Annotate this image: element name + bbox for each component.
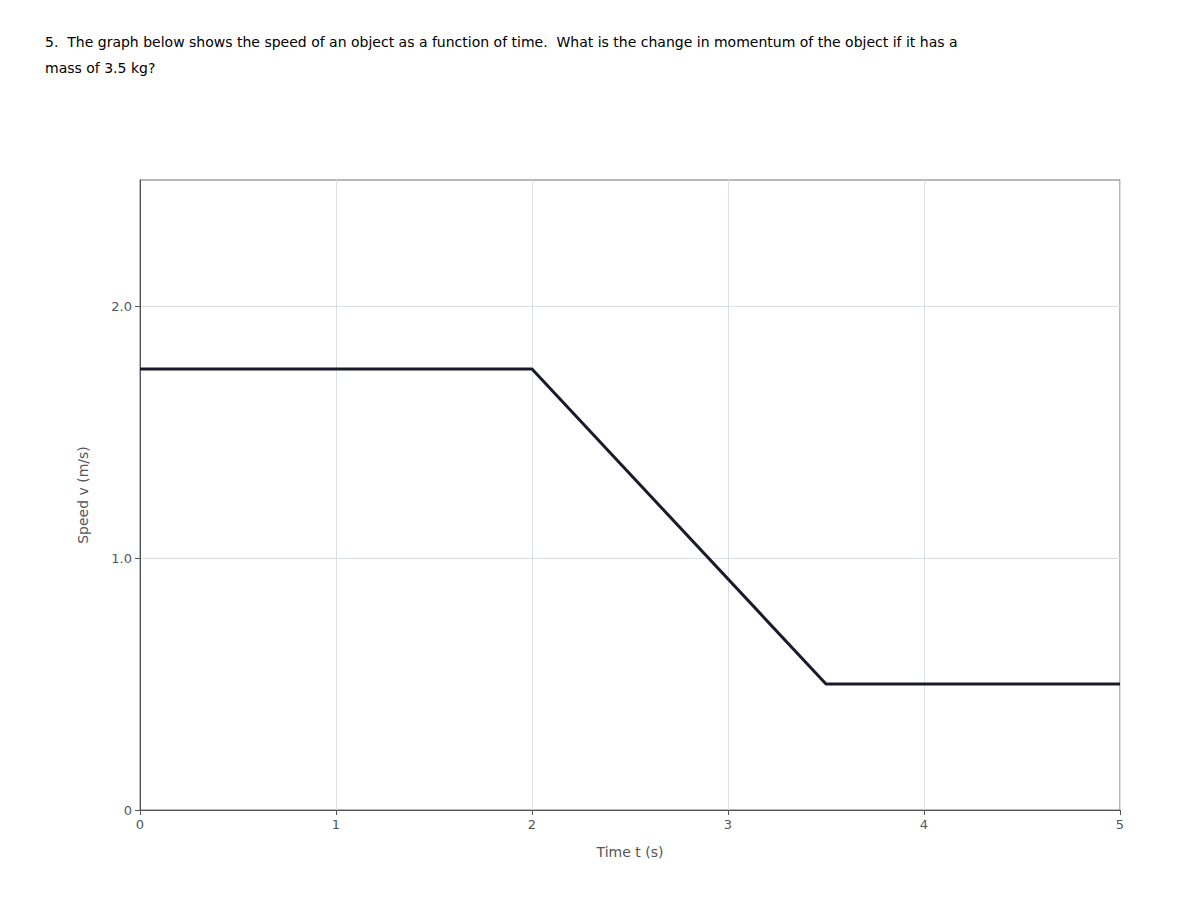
svg-text:3: 3 — [724, 817, 732, 832]
svg-text:0: 0 — [136, 817, 144, 832]
svg-text:4: 4 — [920, 817, 928, 832]
svg-text:1.0: 1.0 — [111, 551, 132, 566]
svg-text:Time t (s): Time t (s) — [596, 844, 664, 860]
svg-text:1: 1 — [332, 817, 340, 832]
svg-text:2.0: 2.0 — [111, 299, 132, 314]
svg-text:2: 2 — [528, 817, 536, 832]
svg-text:Speed v (m/s): Speed v (m/s) — [75, 446, 91, 544]
svg-text:mass of 3.5 kg?: mass of 3.5 kg? — [45, 60, 155, 76]
svg-text:5. The graph below shows the: 5. The graph below shows the speed of an… — [45, 34, 958, 50]
svg-text:0: 0 — [124, 803, 132, 818]
svg-text:5: 5 — [1116, 817, 1124, 832]
